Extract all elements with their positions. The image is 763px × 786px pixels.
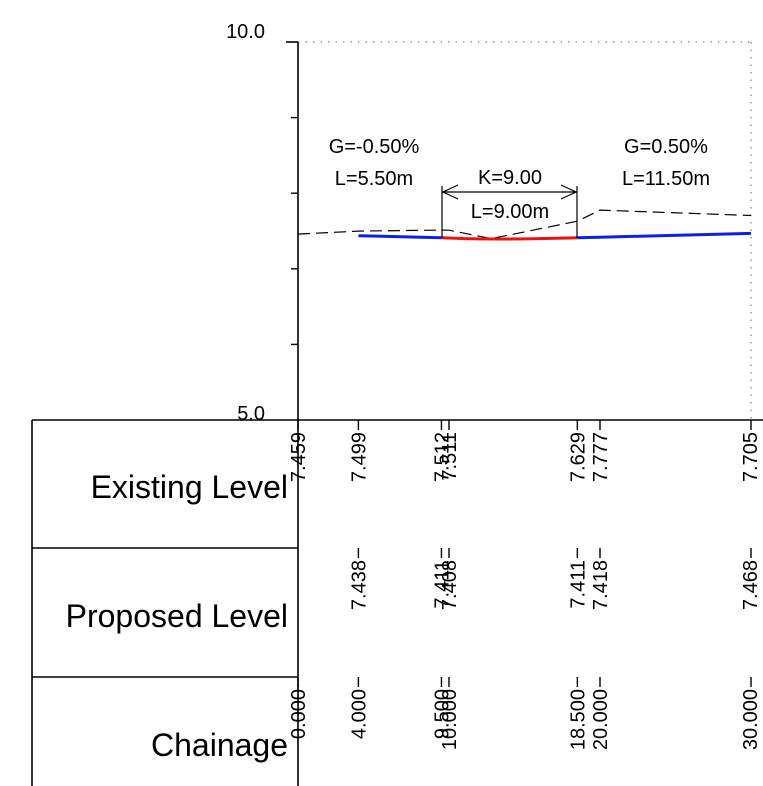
station-existing-value: 7.512: [431, 432, 453, 482]
proposed-grade-right-line: [577, 231, 752, 240]
station-chainage-value: 30.000: [740, 689, 762, 750]
row-label-proposed-level: Proposed Level: [66, 598, 288, 634]
row-label-chainage: Chainage: [151, 727, 288, 763]
y-axis-max-label: 10.0: [226, 21, 265, 43]
curve-length-label: L=9.00m: [471, 201, 549, 223]
row-label-existing-level: Existing Level: [91, 469, 288, 505]
station-chainage-value: 18.500: [567, 689, 589, 750]
station-chainage-value: 20.000: [590, 689, 612, 750]
station-existing-value: 7.629: [567, 432, 589, 482]
station-chainage-value: 10.000: [439, 689, 461, 750]
grade-right-label: G=0.50%: [624, 136, 708, 158]
curve-length-dimension: [441, 184, 578, 238]
station-chainage-value: 0.000: [288, 689, 310, 739]
station-proposed-value: 7.418: [590, 560, 612, 610]
data-table-frame: [31, 419, 763, 786]
station-chainage-value: 4.000: [348, 689, 370, 739]
curve-dimension-arrow-left: [441, 184, 459, 200]
grade-left-label: G=-0.50%: [329, 136, 420, 158]
station-proposed-value: 7.411: [431, 560, 453, 609]
existing-ground-line: [297, 209, 752, 240]
length-left-label: L=5.50m: [335, 168, 413, 190]
station-existing-value: 7.705: [740, 432, 762, 482]
station-existing-value: 7.777: [590, 432, 612, 482]
station-values: 7.459 0.000 7.499 7.438 4.000 7.512 7.411 9.500…: [288, 420, 762, 750]
length-right-label: L=11.50m: [622, 168, 710, 190]
y-axis-minor-ticks: [291, 116, 298, 346]
station-existing-value: 7.459: [288, 432, 310, 482]
station-chainage-value: 9.500: [431, 689, 453, 739]
station-existing-value: 7.511: [439, 432, 461, 481]
station-proposed-value: 7.438: [348, 560, 370, 610]
station-existing-value: 7.499: [348, 432, 370, 482]
curve-dimension-arrow-right: [560, 184, 578, 200]
station-proposed-value: 7.408: [439, 560, 461, 610]
y-axis-min-label: 5.0: [237, 403, 265, 425]
station-proposed-value: 7.468: [740, 560, 762, 610]
vertical-curve-line: [441, 236, 578, 241]
proposed-grade-left-line: [358, 234, 442, 240]
k-value-label: K=9.00: [478, 167, 542, 189]
station-proposed-value: 7.411: [567, 560, 589, 609]
